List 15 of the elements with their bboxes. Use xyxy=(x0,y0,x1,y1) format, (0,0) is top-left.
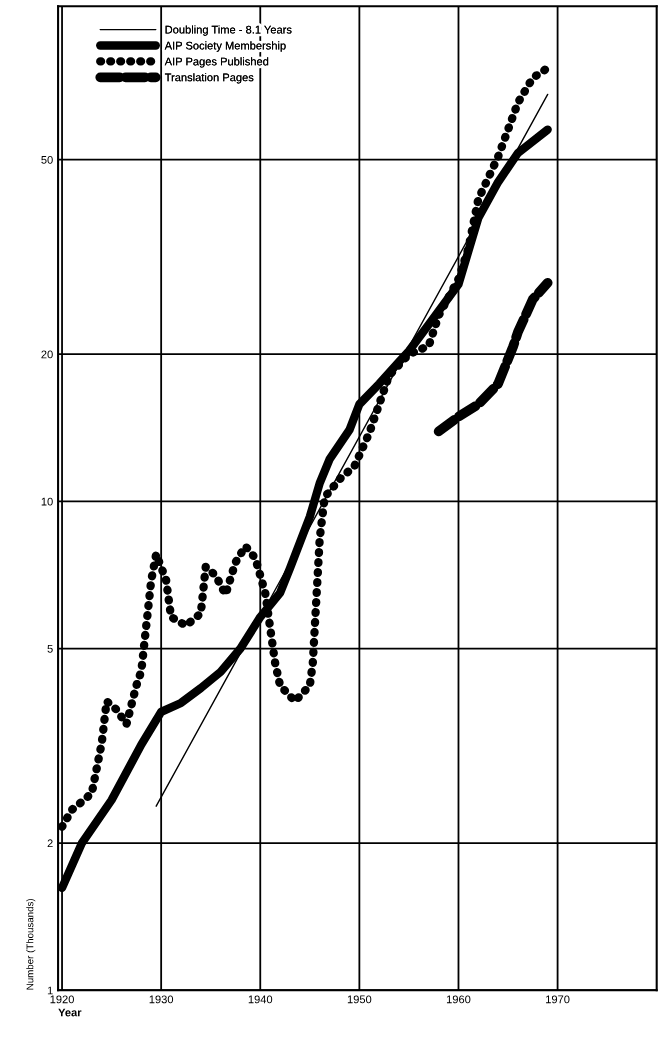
y-tick-label: 1 xyxy=(47,986,53,995)
x-tick-label: 1960 xyxy=(446,995,471,1004)
x-tick-label: 1950 xyxy=(347,995,372,1004)
x-tick-label: 1920 xyxy=(50,995,74,1004)
x-tick-label: 1940 xyxy=(248,995,273,1004)
x-tick-label: 1930 xyxy=(149,995,174,1004)
y-tick-label: 10 xyxy=(41,497,53,506)
y-tick-label: 20 xyxy=(41,350,53,359)
x-axis-title: Year xyxy=(58,1008,82,1017)
y-tick-label: 50 xyxy=(41,155,53,164)
y-tick-label: 5 xyxy=(47,644,53,653)
y-axis-title: Number (Thousands) xyxy=(26,899,36,990)
y-tick-label: 2 xyxy=(47,839,53,848)
legend-label: Translation Pages xyxy=(164,73,254,84)
x-tick-label: 1970 xyxy=(546,995,570,1004)
